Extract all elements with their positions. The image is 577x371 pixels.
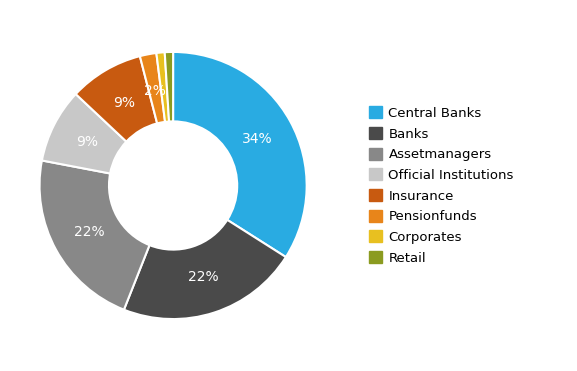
- Wedge shape: [42, 94, 126, 174]
- Text: 2%: 2%: [144, 84, 166, 98]
- Wedge shape: [164, 52, 173, 122]
- Wedge shape: [124, 220, 286, 319]
- Text: 9%: 9%: [76, 135, 99, 149]
- Text: 22%: 22%: [73, 225, 104, 239]
- Wedge shape: [173, 52, 306, 257]
- Wedge shape: [40, 161, 149, 310]
- Wedge shape: [156, 52, 169, 122]
- Text: 9%: 9%: [113, 96, 135, 110]
- Text: 34%: 34%: [242, 132, 273, 146]
- Text: 22%: 22%: [188, 270, 218, 284]
- Wedge shape: [76, 56, 157, 142]
- Wedge shape: [140, 53, 165, 124]
- Legend: Central Banks, Banks, Assetmanagers, Official Institutions, Insurance, Pensionfu: Central Banks, Banks, Assetmanagers, Off…: [364, 101, 519, 270]
